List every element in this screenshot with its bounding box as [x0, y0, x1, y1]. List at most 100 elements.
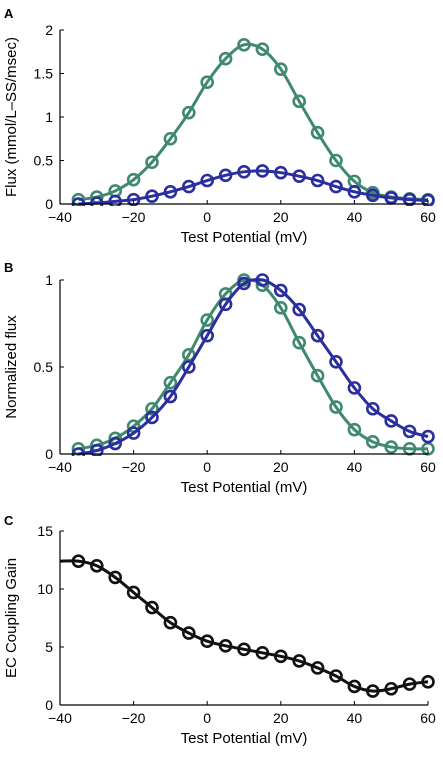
data-point [402, 424, 417, 439]
x-tick-label: −20 [122, 710, 146, 726]
data-point [163, 375, 178, 390]
data-point [90, 196, 104, 206]
panel-a: A −40 −20 0 20 40 60 0 0.5 1 1.5 2 Test Potential (m… [3, 6, 436, 246]
data-point [71, 192, 86, 206]
data-point [365, 188, 380, 203]
data-point [218, 297, 233, 312]
data-point [218, 639, 233, 653]
panel-b: B −40 −20 0 20 40 60 0 0.5 1 Test Potential (mV) No… [3, 260, 436, 496]
x-tick-label: −40 [48, 710, 72, 726]
data-point [145, 189, 159, 203]
data-point [384, 681, 399, 696]
data-point [329, 354, 343, 369]
data-point [145, 401, 159, 416]
x-tick-label: 40 [347, 710, 363, 726]
data-point [145, 410, 159, 425]
data-point [145, 600, 159, 615]
data-point [402, 677, 417, 691]
data-point [347, 381, 362, 395]
series-2 [71, 273, 435, 456]
data-point [182, 179, 196, 194]
x-tick-label: 60 [420, 459, 436, 475]
data-point [384, 414, 399, 428]
data-point [310, 125, 325, 140]
data-point [329, 153, 343, 168]
y-tick-label: 1 [45, 272, 53, 288]
x-tick-label: 40 [347, 209, 363, 225]
data-point [310, 328, 325, 343]
data-point [237, 276, 251, 291]
x-tick-label: 60 [420, 209, 436, 225]
x-tick-label: 40 [347, 459, 363, 475]
x-tick-label: −20 [122, 209, 146, 225]
data-point [182, 360, 196, 374]
data-point [273, 283, 288, 298]
x-tick-label: −40 [48, 459, 72, 475]
data-point [384, 440, 399, 454]
data-point [163, 615, 178, 630]
data-point [255, 273, 270, 287]
data-point [200, 75, 214, 89]
data-point [237, 642, 251, 657]
series-line [78, 278, 429, 451]
series-1 [71, 273, 435, 456]
data-point [163, 185, 178, 199]
data-point [421, 429, 435, 444]
axes: −40 −20 0 20 40 60 0 0.5 1 1.5 2 [34, 22, 436, 225]
data-point [273, 649, 288, 664]
series-line [78, 169, 429, 206]
data-point [126, 192, 141, 206]
data-point [218, 168, 233, 183]
series-line [78, 42, 429, 202]
y-tick-label: 10 [37, 581, 53, 597]
data-point [90, 558, 104, 573]
y-tick-label: 0 [45, 196, 53, 212]
data-point [255, 42, 270, 56]
panel-label: C [4, 513, 14, 528]
data-point [237, 37, 251, 52]
data-point [237, 165, 251, 179]
data-point [292, 169, 307, 183]
data-point [90, 443, 104, 456]
data-point [347, 679, 362, 694]
data-point [255, 645, 270, 660]
y-axis-label: Flux (mmol/L–SS/msec) [3, 37, 20, 197]
data-point [292, 302, 307, 317]
data-point [273, 165, 288, 180]
data-point [163, 131, 178, 146]
data-point [163, 389, 178, 404]
x-tick-label: 0 [203, 209, 211, 225]
data-point [292, 335, 307, 350]
y-tick-label: 15 [37, 523, 53, 539]
y-tick-label: 0.5 [34, 359, 54, 375]
axes: −40 −20 0 20 40 60 0 5 10 15 [37, 523, 436, 726]
data-point [329, 179, 343, 194]
y-tick-label: 0 [45, 697, 53, 713]
data-point [365, 684, 380, 698]
data-point [108, 194, 122, 206]
x-tick-label: 20 [273, 459, 289, 475]
data-point [365, 401, 380, 416]
data-point [292, 94, 307, 109]
series-line [60, 559, 429, 693]
y-axis-label: EC Coupling Gain [3, 558, 20, 678]
y-tick-label: 1.5 [34, 66, 54, 82]
y-tick-label: 0.5 [34, 153, 54, 169]
x-tick-label: 20 [273, 710, 289, 726]
x-axis-label: Test Potential (mV) [181, 229, 308, 246]
data-point [255, 164, 270, 178]
data-point [310, 368, 325, 383]
data-point [347, 185, 362, 199]
series-line [78, 277, 429, 456]
data-point [273, 62, 288, 76]
data-point [200, 634, 214, 649]
data-point [145, 155, 159, 170]
data-point [218, 51, 233, 66]
panel-label: A [4, 6, 14, 21]
x-tick-label: 0 [203, 710, 211, 726]
data-point [108, 570, 122, 585]
y-axis-label: Normalized flux [3, 315, 20, 419]
x-tick-label: −20 [122, 459, 146, 475]
x-tick-label: 60 [420, 710, 436, 726]
